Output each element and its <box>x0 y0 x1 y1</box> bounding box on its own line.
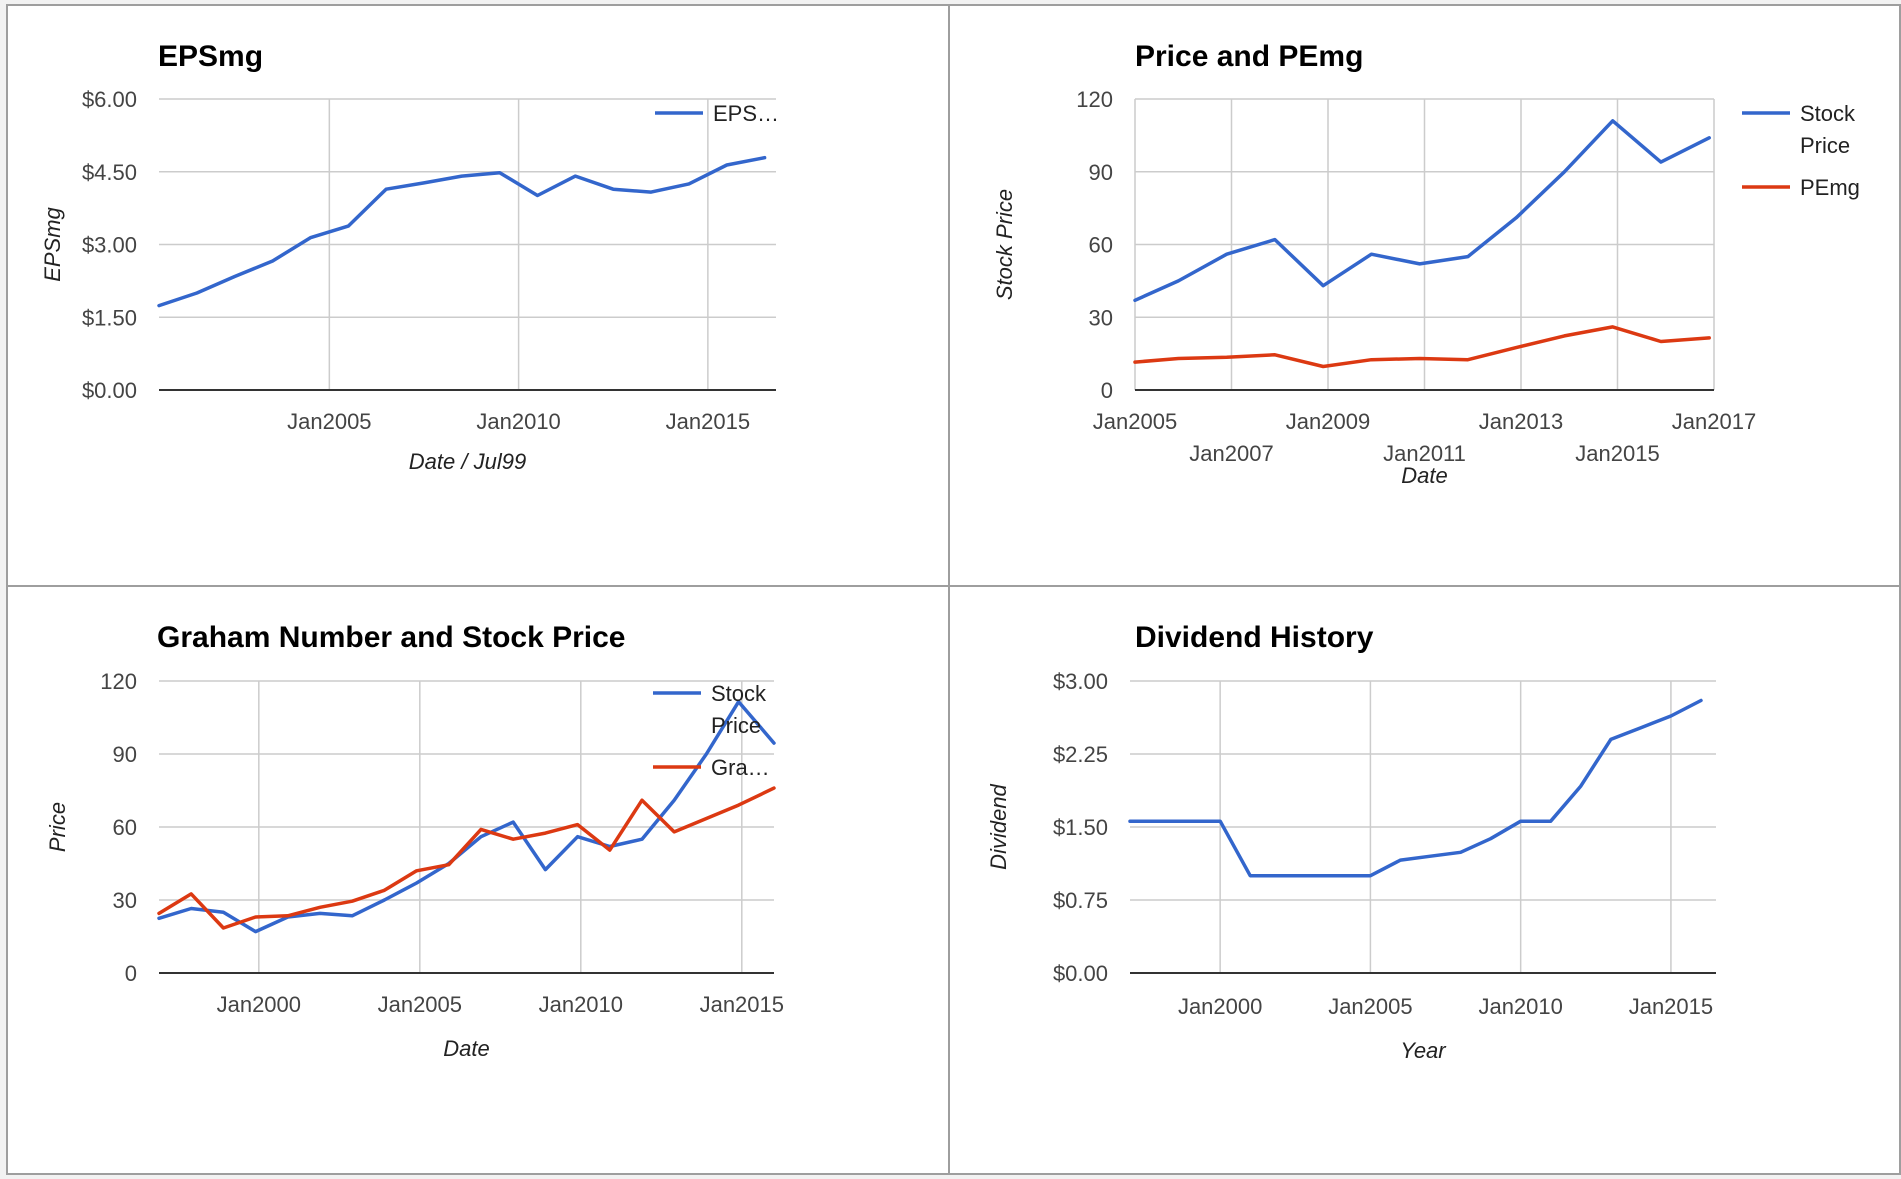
y-tick-label: 30 <box>113 888 137 913</box>
y-tick-label: $0.00 <box>82 378 137 403</box>
legend-label: Stock <box>1800 101 1856 126</box>
chart-panel-dividend: Dividend History $0.00 $0.75 $1.50 $2.25 $3.0… <box>948 585 1901 1175</box>
x-tick-label: Jan2005 <box>378 992 462 1017</box>
x-tick-label: Jan2015 <box>666 409 750 434</box>
legend-label: PEmg <box>1800 175 1860 200</box>
legend-item-eps: EPS… <box>655 101 779 126</box>
x-tick-label: Jan2000 <box>1178 994 1262 1019</box>
y-tick-label: $3.00 <box>82 233 137 258</box>
series-line-gra <box>157 786 776 930</box>
y-tick-label: $0.00 <box>1053 961 1108 986</box>
x-tick-label: Jan2015 <box>1629 994 1713 1019</box>
x-axis-title: Date <box>443 1036 489 1061</box>
x-tick-label: Jan2013 <box>1479 409 1563 434</box>
x-tick-label: Jan2000 <box>217 992 301 1017</box>
y-tick-label: 60 <box>1089 233 1113 258</box>
legend-label: Price <box>711 713 761 738</box>
y-tick-label: 120 <box>1076 87 1113 112</box>
y-tick-label: $1.50 <box>82 305 137 330</box>
x-axis-title: Date <box>1401 463 1447 488</box>
y-tick-label: 90 <box>1089 160 1113 185</box>
series-line-stock-price <box>157 699 776 934</box>
y-tick-label: 0 <box>125 961 137 986</box>
epsmg-chart: EPSmg $0.00 $1.50 $3.00 $4.50 $6.00 Jan2005 Jan… <box>40 40 779 474</box>
chart-title: Price and PEmg <box>1135 40 1363 73</box>
series-line-dividend <box>1128 698 1703 878</box>
y-tick-label: $3.00 <box>1053 669 1108 694</box>
y-tick-label: 0 <box>1101 378 1113 403</box>
legend-item-stock-price: Stock Price <box>1742 101 1856 158</box>
series-line-pemg <box>1133 325 1711 369</box>
legend-label: Price <box>1800 133 1850 158</box>
y-tick-label: $6.00 <box>82 87 137 112</box>
x-tick-label: Jan2015 <box>700 992 784 1017</box>
chart-title: EPSmg <box>158 40 263 73</box>
y-tick-label: 90 <box>113 742 137 767</box>
graham-chart: Graham Number and Stock Price 0 30 60 90 120 J… <box>45 621 784 1061</box>
chart-panel-epsmg: EPSmg $0.00 $1.50 $3.00 $4.50 $6.00 Jan2005 Jan… <box>6 4 950 587</box>
y-tick-label: $1.50 <box>1053 815 1108 840</box>
y-tick-label: $0.75 <box>1053 888 1108 913</box>
y-tick-label: 120 <box>100 669 137 694</box>
x-tick-label: Jan2005 <box>1328 994 1412 1019</box>
x-tick-label: Jan2005 <box>1093 409 1177 434</box>
legend-label: EPS… <box>713 101 779 126</box>
legend-item-pemg: PEmg <box>1742 175 1860 200</box>
y-tick-label: 30 <box>1089 305 1113 330</box>
dividend-chart: Dividend History $0.00 $0.75 $1.50 $2.25 $3.0… <box>986 621 1716 1063</box>
chart-panel-price-pemg: Price and PEmg 0 30 60 90 120 Jan2005 Jan2007 Ja… <box>948 4 1901 587</box>
x-axis-title: Date / Jul99 <box>409 449 526 474</box>
legend-label: Stock <box>711 681 767 706</box>
x-tick-label: Jan2010 <box>1478 994 1562 1019</box>
x-tick-label: Jan2010 <box>539 992 623 1017</box>
x-tick-label: Jan2017 <box>1672 409 1756 434</box>
legend-item-gra: Gra… <box>653 755 770 780</box>
chart-title: Dividend History <box>1135 621 1374 654</box>
x-axis-title: Year <box>1400 1038 1447 1063</box>
y-axis-title: Price <box>45 802 70 852</box>
y-tick-label: 60 <box>113 815 137 840</box>
price-pemg-chart: Price and PEmg 0 30 60 90 120 Jan2005 Jan2007 Ja… <box>992 40 1860 488</box>
x-tick-label: Jan2011 <box>1383 441 1466 466</box>
y-axis-title: Dividend <box>986 783 1011 869</box>
series-line-stock-price <box>1133 119 1711 303</box>
x-tick-label: Jan2005 <box>287 409 371 434</box>
series-line-eps <box>157 155 767 308</box>
x-tick-label: Jan2010 <box>476 409 560 434</box>
chart-panel-graham: Graham Number and Stock Price 0 30 60 90 120 J… <box>6 585 950 1175</box>
x-tick-label: Jan2015 <box>1575 441 1659 466</box>
x-tick-label: Jan2007 <box>1189 441 1273 466</box>
x-tick-label: Jan2009 <box>1286 409 1370 434</box>
legend-label: Gra… <box>711 755 770 780</box>
y-tick-label: $2.25 <box>1053 742 1108 767</box>
legend-item-stock-price: Stock Price <box>653 681 767 738</box>
y-tick-label: $4.50 <box>82 160 137 185</box>
chart-title: Graham Number and Stock Price <box>157 621 626 654</box>
y-axis-title: EPSmg <box>40 206 65 281</box>
y-axis-title: Stock Price <box>992 189 1017 300</box>
